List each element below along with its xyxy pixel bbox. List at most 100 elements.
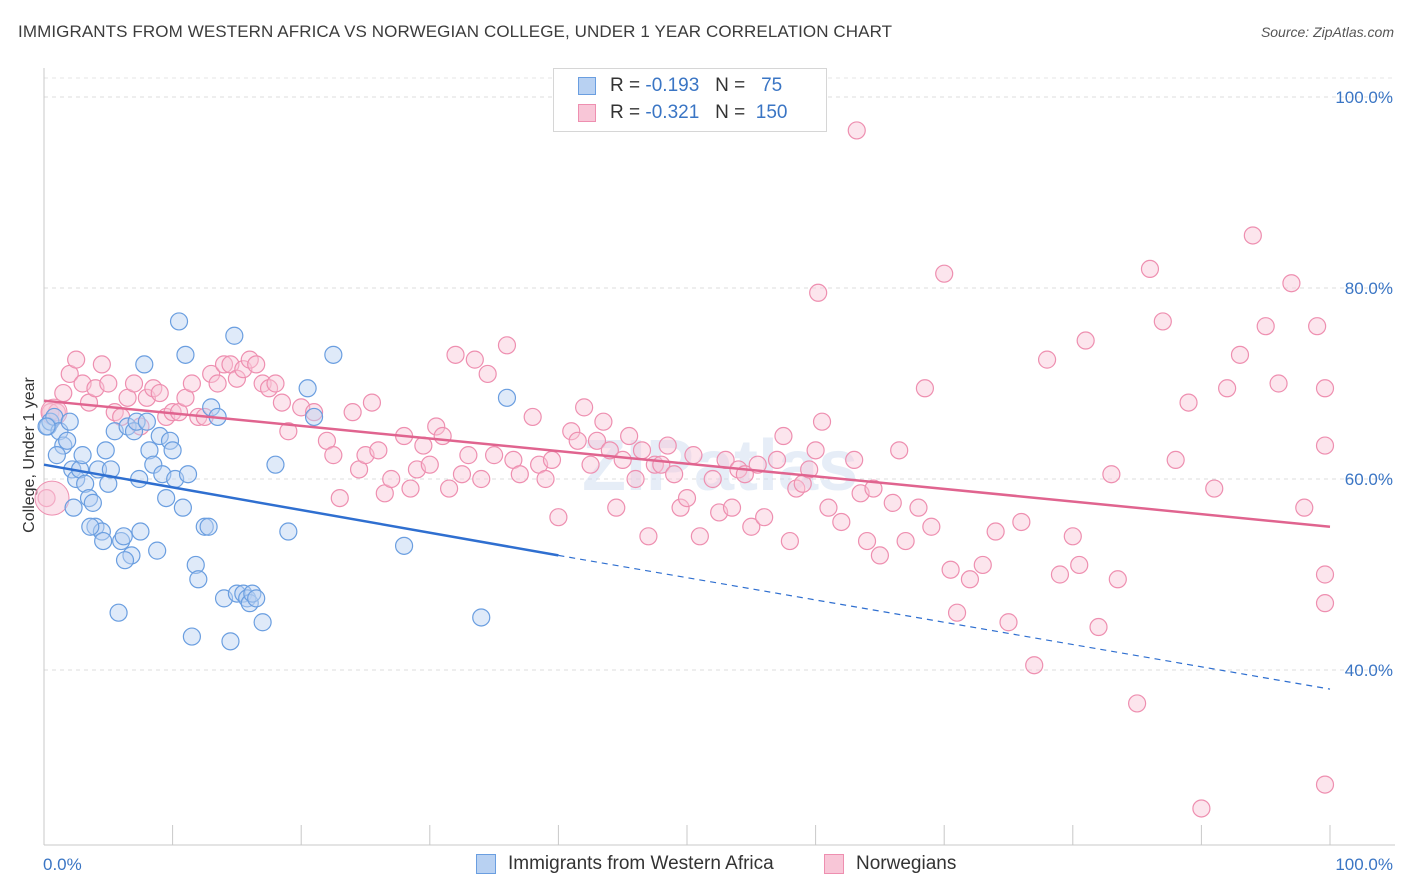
norwegians-point — [999, 613, 1018, 632]
legend-text-blue: R = -0.193 N = 75 — [610, 75, 783, 96]
norwegians-point — [1315, 775, 1335, 794]
norwegians-point — [420, 455, 439, 474]
norwegians-point — [819, 498, 838, 517]
western-africa-point — [96, 441, 115, 460]
norwegians-point — [896, 531, 915, 551]
western-africa-point — [472, 608, 491, 627]
norwegians-point — [446, 345, 465, 364]
norwegians-point — [587, 431, 607, 450]
norwegians-point — [279, 422, 298, 441]
norwegians-point — [382, 469, 401, 489]
norwegians-point — [755, 508, 774, 527]
norwegians-point — [1108, 570, 1127, 589]
western-africa-point — [182, 627, 201, 646]
norwegians-point — [227, 369, 246, 388]
norwegians-point — [864, 479, 883, 498]
western-africa-point — [60, 412, 79, 431]
norwegians-point — [1205, 479, 1224, 498]
norwegians-point — [1256, 317, 1275, 336]
norwegians-point — [1269, 374, 1288, 393]
norwegians-point — [812, 412, 832, 431]
western-africa-point — [298, 379, 317, 398]
norwegians-point — [549, 508, 568, 527]
norwegians-point — [1102, 465, 1121, 484]
bottom-legend-swatch-pink — [824, 854, 844, 874]
norwegians-point — [1315, 594, 1335, 613]
norwegians-point — [883, 493, 902, 512]
norwegians-point — [465, 350, 484, 369]
norwegians-point — [703, 469, 722, 489]
norwegians-point — [1140, 259, 1160, 278]
western-africa-point — [266, 455, 285, 474]
western-africa-point — [109, 603, 128, 622]
norwegians-point — [304, 403, 324, 422]
western-africa-point — [394, 536, 414, 555]
norwegians-point — [922, 517, 941, 536]
norwegians-point — [124, 374, 144, 393]
norwegians-point — [941, 560, 960, 579]
norwegians-point — [562, 422, 581, 441]
norwegians-point — [1315, 436, 1335, 455]
western-africa-point — [73, 446, 92, 465]
norwegians-point — [915, 379, 935, 398]
norwegians-points — [34, 121, 1335, 818]
norwegians-point — [1070, 555, 1089, 575]
norwegians-point — [401, 479, 420, 498]
western-africa-point — [58, 431, 77, 450]
norwegians-point — [620, 426, 639, 446]
norwegians-point — [1243, 226, 1262, 245]
y-tick-label: 60.0% — [1345, 470, 1393, 489]
norwegians-trend-line — [43, 399, 1331, 528]
y-tick-label: 100.0% — [1335, 88, 1393, 107]
western-africa-point — [176, 345, 195, 364]
norwegians-point — [832, 512, 851, 532]
norwegians-point — [497, 336, 517, 355]
bottom-legend-label-blue: Immigrants from Western Africa — [508, 853, 774, 874]
norwegians-point — [960, 570, 980, 589]
norwegians-point — [1308, 317, 1327, 336]
western-africa-point — [130, 469, 149, 489]
norwegians-point — [847, 121, 866, 140]
legend-swatch-blue — [578, 77, 596, 95]
norwegians-point — [1089, 617, 1108, 637]
western-africa-point — [94, 531, 113, 551]
norwegians-point — [767, 450, 787, 469]
western-africa-point — [173, 498, 192, 517]
chart-title: IMMIGRANTS FROM WESTERN AFRICA VS NORWEG… — [18, 22, 893, 41]
x-tick-label-start: 0.0% — [43, 855, 82, 874]
western-africa-point — [157, 489, 176, 508]
western-africa-point — [186, 555, 205, 575]
western-africa-point — [189, 570, 208, 589]
western-africa-point — [135, 355, 154, 374]
norwegians-point — [639, 527, 658, 546]
norwegians-point — [1076, 331, 1095, 350]
norwegians-point — [1012, 512, 1031, 532]
trend-lines — [43, 399, 1331, 690]
norwegians-point — [857, 531, 877, 551]
western-africa-point — [279, 522, 298, 541]
norwegians-point — [433, 426, 452, 446]
norwegians-point — [1063, 527, 1082, 546]
norwegians-point — [214, 355, 234, 374]
western-africa-point — [225, 326, 244, 345]
axes — [43, 68, 1395, 846]
western-africa-point — [37, 417, 56, 436]
norwegians-point — [34, 480, 70, 516]
norwegians-point — [92, 355, 111, 374]
western-africa-point — [195, 517, 214, 536]
norwegians-point — [478, 364, 497, 384]
western-africa-trend-extension — [558, 554, 1331, 690]
norwegians-point — [845, 450, 864, 469]
norwegians-point — [1025, 656, 1044, 675]
norwegians-point — [1037, 350, 1057, 369]
norwegians-point — [780, 531, 799, 551]
western-africa-point — [83, 493, 102, 512]
norwegians-point — [1295, 498, 1314, 517]
norwegians-point — [1218, 379, 1237, 398]
norwegians-point — [581, 455, 600, 474]
western-africa-points — [37, 312, 517, 651]
norwegians-point — [343, 403, 362, 422]
norwegians-point — [613, 450, 632, 469]
western-africa-point — [112, 531, 131, 551]
